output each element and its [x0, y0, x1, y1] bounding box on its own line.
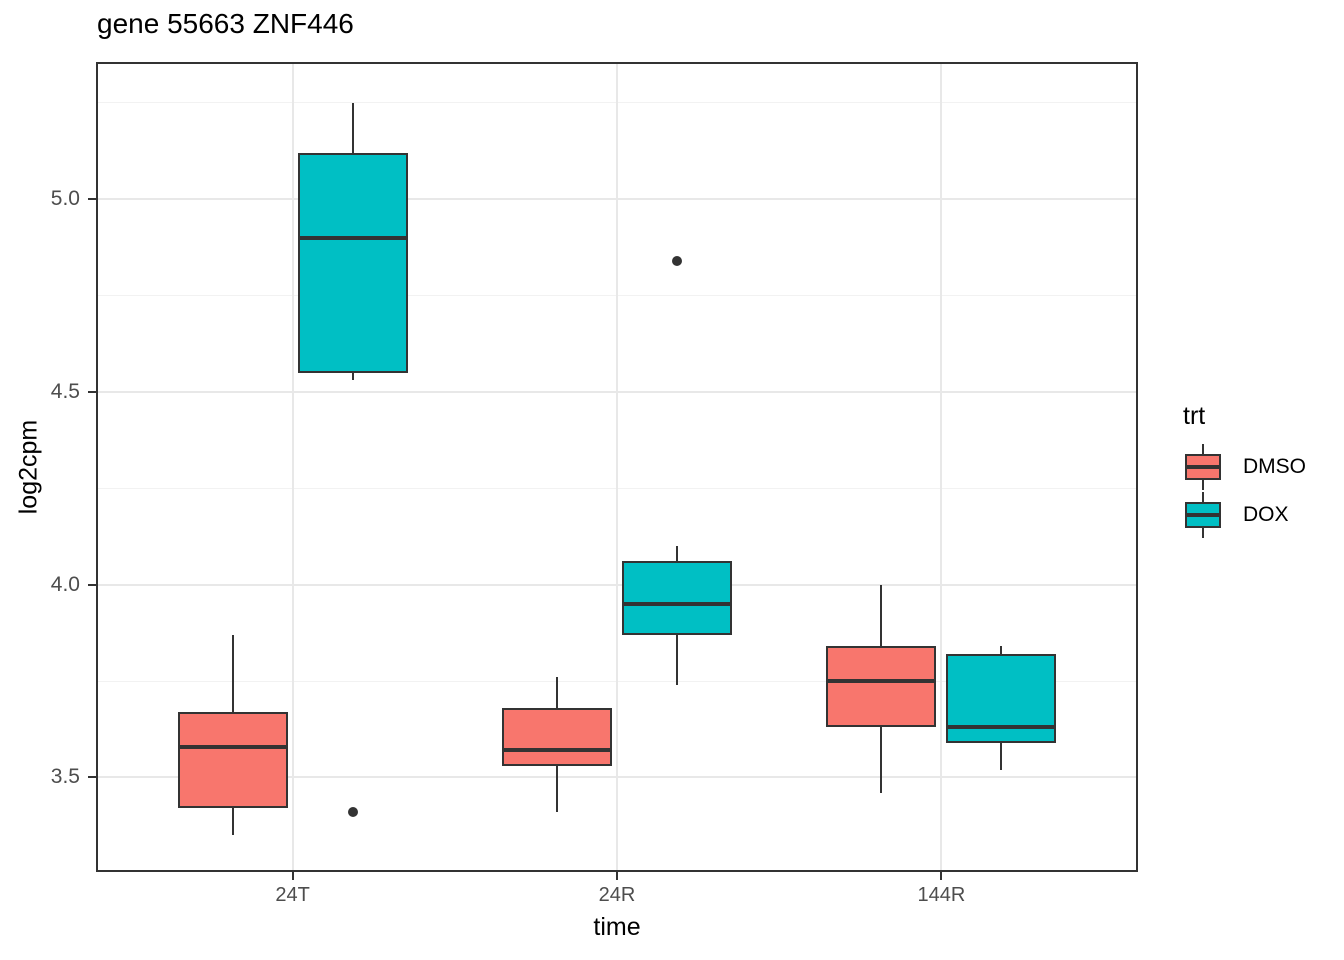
median-line [177, 744, 288, 749]
median-line [622, 601, 732, 606]
legend-key-dmso: DMSO [1183, 443, 1306, 491]
x-tick-label: 144R [917, 884, 966, 906]
y-axis-tick [88, 776, 96, 779]
y-tick-label: 3.5 [50, 765, 80, 789]
box-dox-24r [622, 561, 732, 635]
box-dmso-24r [502, 708, 612, 766]
x-tick-label: 24R [598, 884, 636, 906]
x-tick-label: 24T [275, 884, 310, 906]
median-line [502, 748, 612, 753]
legend: trt DMSO DOX [1183, 402, 1306, 539]
legend-key-dox: DOX [1183, 491, 1306, 539]
x-axis-tick [291, 872, 294, 880]
gridline-major-vertical [940, 64, 943, 870]
key-median-line [1187, 513, 1219, 517]
y-axis-title: log2cpm [14, 419, 43, 515]
boxplot-key-icon [1185, 444, 1221, 490]
median-line [826, 679, 937, 684]
median-line [297, 235, 408, 240]
gridline-major-vertical [616, 64, 618, 870]
legend-label: DMSO [1243, 455, 1306, 478]
y-tick-label: 4.5 [50, 379, 80, 403]
gridline-major-vertical [291, 64, 294, 870]
y-axis-tick [88, 583, 96, 586]
box-dmso-144r [826, 646, 937, 728]
y-tick-label: 4.0 [50, 572, 80, 596]
outlier-point [672, 255, 682, 266]
legend-title: trt [1183, 402, 1206, 430]
boxplot-key-icon [1185, 492, 1221, 538]
outlier-point [347, 807, 358, 818]
y-tick-label: 5.0 [50, 186, 80, 210]
x-axis-title: time [593, 913, 641, 941]
legend-label: DOX [1243, 503, 1289, 526]
median-line [946, 725, 1057, 730]
box-dox-24t [297, 152, 408, 373]
plot-panel [96, 62, 1138, 872]
x-axis-tick [616, 872, 618, 880]
y-axis-tick [88, 197, 96, 200]
y-axis-tick [88, 390, 96, 393]
x-axis-tick [940, 872, 943, 880]
box-dox-144r [946, 654, 1057, 743]
plot-title: gene 55663 ZNF446 [97, 8, 354, 39]
box-dmso-24t [177, 711, 288, 809]
key-median-line [1187, 465, 1219, 469]
